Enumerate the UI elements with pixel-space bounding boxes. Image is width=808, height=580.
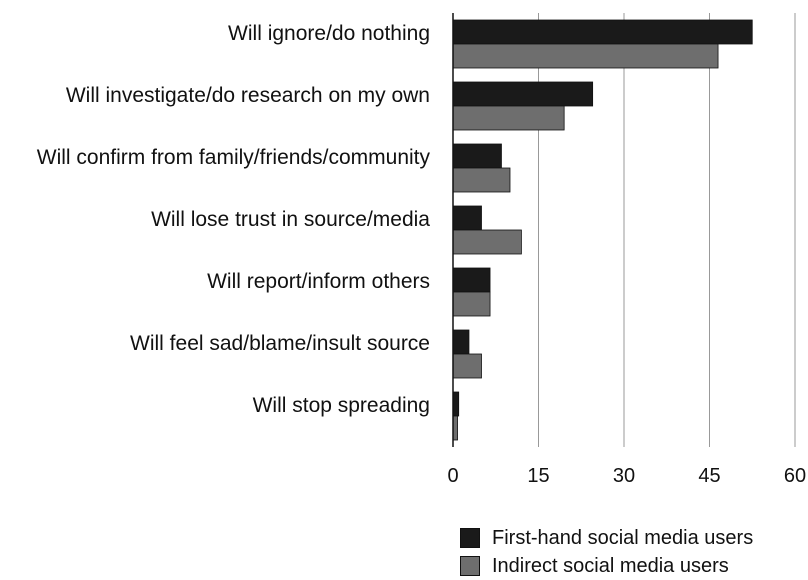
legend-item-indirect: Indirect social media users — [460, 552, 753, 580]
gridlines — [538, 13, 796, 447]
category-label: Will ignore/do nothing — [228, 22, 430, 45]
legend-swatch-first-hand — [460, 528, 480, 548]
bar-indirect — [452, 105, 565, 131]
x-tick-labels: 0 15 30 45 60 — [447, 465, 806, 487]
bar-indirect — [452, 167, 511, 193]
category-label: Will lose trust in source/media — [151, 208, 430, 231]
category-labels: Will ignore/do nothing Will investigate/d… — [37, 22, 431, 417]
category-label: Will investigate/do research on my own — [66, 84, 430, 107]
bar-first-hand — [452, 81, 594, 107]
legend-item-first-hand: First-hand social media users — [460, 524, 753, 552]
bar-indirect — [452, 43, 719, 69]
bar-first-hand — [452, 391, 460, 417]
x-tick-label: 15 — [527, 465, 549, 487]
legend-label-first-hand: First-hand social media users — [492, 526, 754, 549]
bar-first-hand — [452, 143, 502, 169]
bar-chart: Will ignore/do nothing Will investigate/d… — [37, 13, 806, 487]
x-tick-label: 45 — [698, 465, 720, 487]
x-tick-label: 60 — [784, 465, 806, 487]
legend: First-hand social media users Indirect s… — [460, 524, 753, 580]
bars — [452, 19, 753, 441]
bar-first-hand — [452, 19, 753, 45]
x-tick-label: 0 — [447, 465, 458, 487]
category-label: Will feel sad/blame/insult source — [130, 332, 430, 355]
category-label: Will confirm from family/friends/communi… — [37, 146, 431, 169]
x-tick-label: 30 — [613, 465, 635, 487]
bar-indirect — [452, 229, 522, 255]
legend-swatch-indirect — [460, 556, 480, 576]
bar-indirect — [452, 291, 491, 317]
legend-label-indirect: Indirect social media users — [492, 554, 729, 577]
bar-first-hand — [452, 267, 491, 293]
bar-first-hand — [452, 329, 470, 355]
bar-indirect — [452, 353, 482, 379]
bar-first-hand — [452, 205, 482, 231]
category-label: Will stop spreading — [253, 394, 430, 417]
category-label: Will report/inform others — [207, 270, 430, 293]
